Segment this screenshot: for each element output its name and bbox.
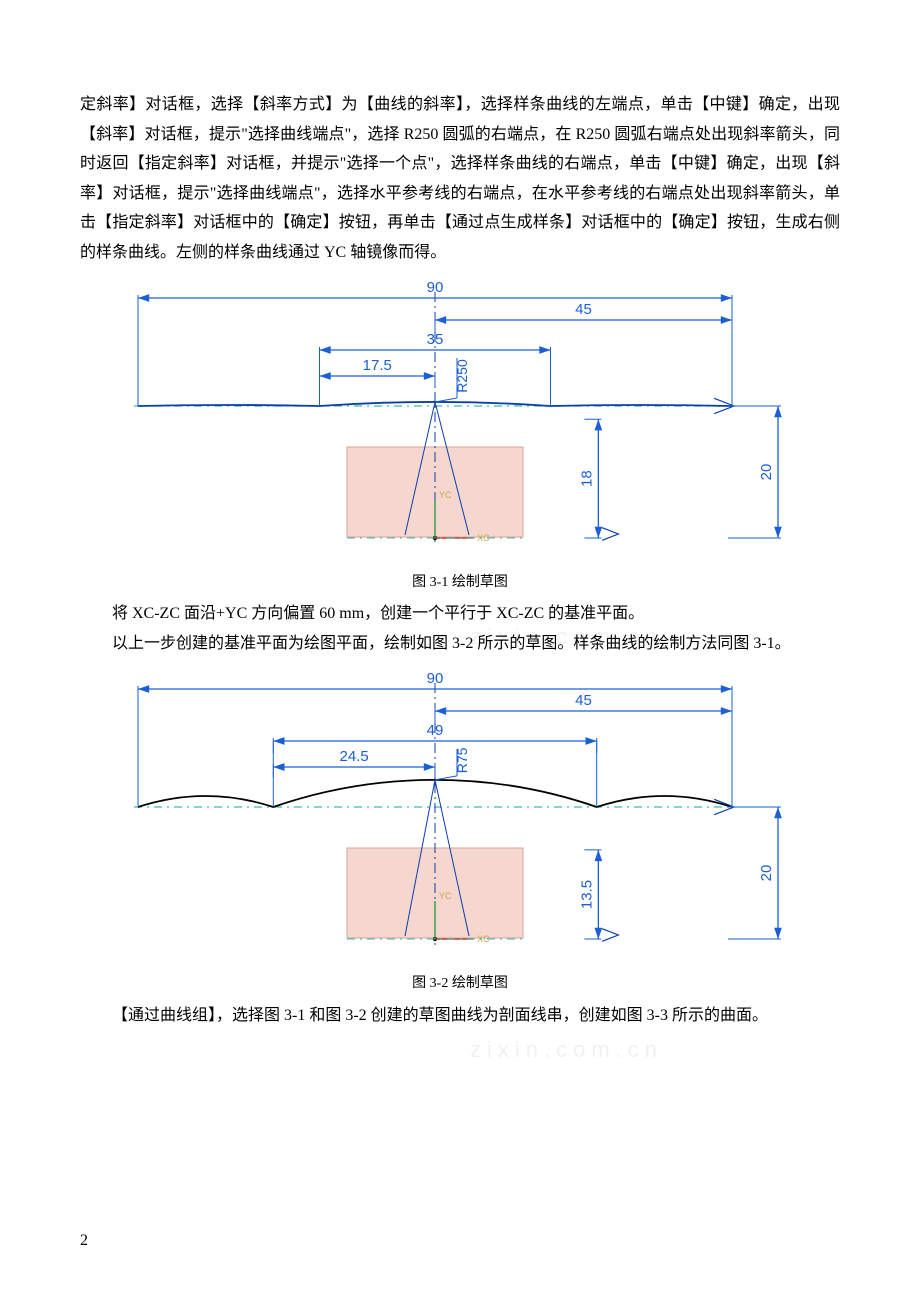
svg-text:13.5: 13.5 xyxy=(578,879,595,908)
svg-text:17.5: 17.5 xyxy=(363,357,392,374)
figure-3-2-caption: 图 3-2 绘制草图 xyxy=(80,971,840,997)
figure-3-1-caption: 图 3-1 绘制草图 xyxy=(80,570,840,596)
svg-text:20: 20 xyxy=(758,864,775,881)
svg-text:18: 18 xyxy=(578,470,595,487)
svg-text:45: 45 xyxy=(575,301,592,318)
paragraph-4: 【通过曲线组】，选择图 3-1 和图 3-2 创建的草图曲线为剖面线串，创建如图… xyxy=(80,1001,840,1031)
figure-3-1: 90453517.5R2502018YCXC xyxy=(115,276,805,566)
figure-3-2: 90454924.5R752013.5YCXC xyxy=(115,667,805,967)
watermark: zixin.com.cn xyxy=(470,1030,663,1071)
document-page: 定斜率】对话框，选择【斜率方式】为【曲线的斜率】，选择样条曲线的左端点，单击【中… xyxy=(0,0,920,1300)
page-number: 2 xyxy=(80,1226,88,1256)
svg-text:35: 35 xyxy=(427,331,444,348)
svg-text:90: 90 xyxy=(427,279,444,296)
paragraph-3: 以上一步创建的基准平面为绘图平面，绘制如图 3-2 所示的草图。样条曲线的绘制方… xyxy=(80,629,840,659)
svg-text:R250: R250 xyxy=(454,359,470,393)
svg-text:90: 90 xyxy=(427,670,444,687)
svg-text:24.5: 24.5 xyxy=(340,748,369,765)
paragraph-1: 定斜率】对话框，选择【斜率方式】为【曲线的斜率】，选择样条曲线的左端点，单击【中… xyxy=(80,90,840,268)
svg-text:YC: YC xyxy=(439,490,452,500)
svg-text:49: 49 xyxy=(427,722,444,739)
svg-text:YC: YC xyxy=(439,891,452,901)
paragraph-2: 将 XC-ZC 面沿+YC 方向偏置 60 mm，创建一个平行于 XC-ZC 的… xyxy=(80,599,840,629)
svg-text:20: 20 xyxy=(758,463,775,480)
svg-text:R75: R75 xyxy=(454,747,470,773)
svg-text:45: 45 xyxy=(575,692,592,709)
